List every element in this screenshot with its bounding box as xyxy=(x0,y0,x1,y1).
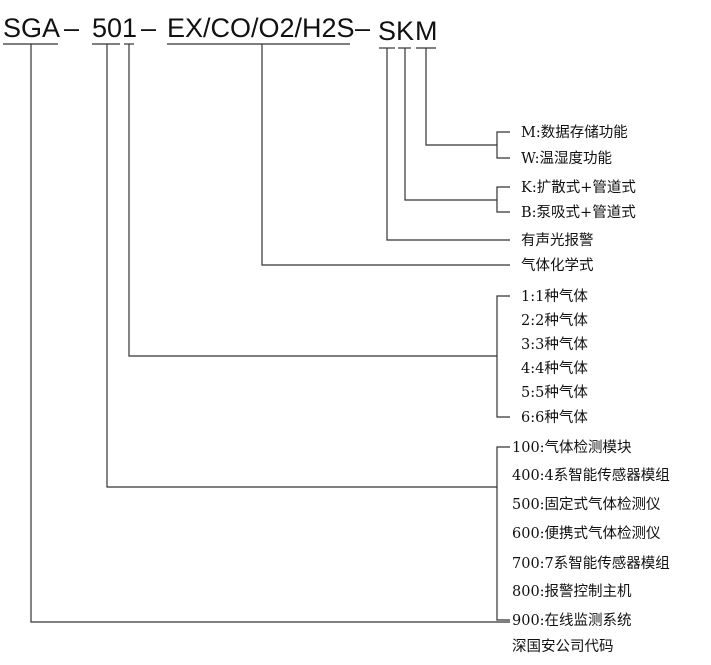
code-gas: EX/CO/O2/H2S xyxy=(167,13,355,43)
label-gas-count: 4:4种气体 xyxy=(521,360,588,377)
code-50: 50 xyxy=(92,13,122,43)
leader-lines xyxy=(30,44,510,623)
labels: M:数据存储功能 W:温湿度功能 K:扩散式+管道式 B:泵吸式+管道式 有声光… xyxy=(512,124,670,655)
code-sga: SGA xyxy=(3,13,60,43)
label-alarm: 有声光报警 xyxy=(521,231,594,249)
label-gas-count: 1:1种气体 xyxy=(521,288,588,305)
label-company: 深国安公司代码 xyxy=(512,638,614,655)
code-m: M xyxy=(415,16,438,46)
underlines xyxy=(3,43,436,49)
label-gas-count: 2:2种气体 xyxy=(521,312,588,329)
label-series: 400:4系智能传感器模组 xyxy=(512,467,670,484)
label-function-w: W:温湿度功能 xyxy=(521,150,612,167)
label-series: 100:气体检测模块 xyxy=(512,439,632,456)
label-sampling-k: K:扩散式+管道式 xyxy=(521,179,636,196)
label-series: 600:便携式气体检测仪 xyxy=(512,525,661,542)
label-gas-formula: 气体化学式 xyxy=(521,257,594,274)
label-gas-count: 5:5种气体 xyxy=(521,384,588,401)
label-series: 900:在线监测系统 xyxy=(512,612,632,629)
label-sampling-b: B:泵吸式+管道式 xyxy=(521,204,636,221)
code-k: K xyxy=(396,16,414,46)
label-gas-count: 6:6种气体 xyxy=(521,409,588,426)
code-s: S xyxy=(378,16,396,46)
label-series: 500:固定式气体检测仪 xyxy=(512,496,661,513)
code-dash: – xyxy=(64,13,79,43)
code-dash: – xyxy=(141,13,156,43)
code-dash: – xyxy=(355,13,370,43)
label-series: 800:报警控制主机 xyxy=(512,583,632,600)
model-code: SGA – 50 1 – EX/CO/O2/H2S – S K M xyxy=(3,13,438,46)
code-1: 1 xyxy=(122,13,137,43)
label-gas-count: 3:3种气体 xyxy=(521,336,588,353)
label-function-m: M:数据存储功能 xyxy=(521,124,628,141)
label-series: 700:7系智能传感器模组 xyxy=(512,555,670,572)
